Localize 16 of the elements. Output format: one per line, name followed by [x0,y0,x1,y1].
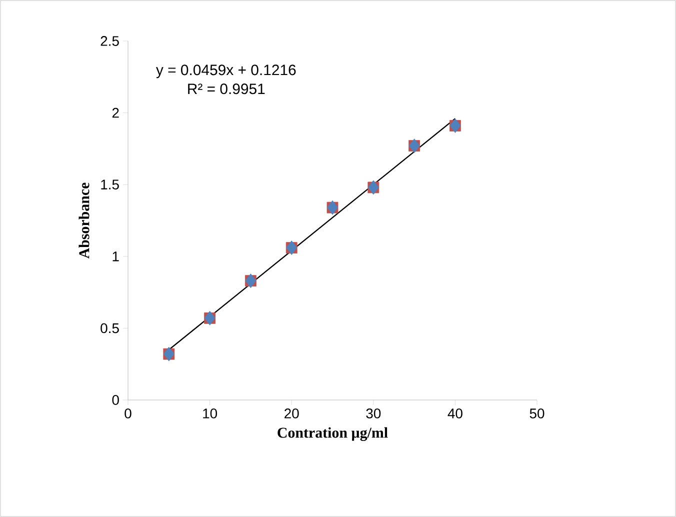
x-tick-label: 40 [448,408,462,418]
y-axis-title: Absorbance [78,182,90,259]
y-tick-label: 1.5 [101,180,119,190]
x-tick-label: 0 [124,408,132,418]
x-tick-label: 10 [203,408,218,418]
y-tick-label: 1 [112,252,119,262]
x-axis-title: Contration µg/ml [278,427,388,441]
x-tick-label: 30 [366,408,381,418]
y-tick-label: 2 [112,108,119,118]
y-tick-label: 0 [112,395,119,405]
x-tick-label: 20 [284,408,299,418]
x-tick-label: 50 [530,408,544,418]
y-tick-label: 0.5 [100,323,119,334]
y-tick-label: 2.5 [100,36,119,46]
annotation: y = 0.0459x + 0.1216 [156,64,296,78]
annotation: R² = 0.9951 [188,84,265,94]
